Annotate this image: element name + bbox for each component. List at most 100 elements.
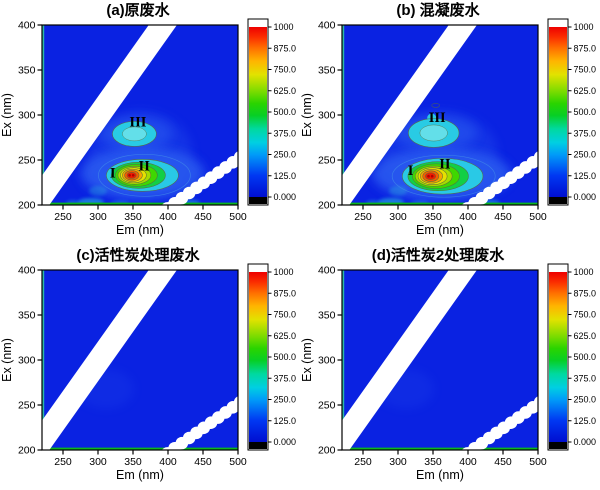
peak-iii-inner [419, 124, 448, 142]
rayleigh-band-first-order [42, 270, 177, 450]
x-axis-tick-label: 450 [494, 211, 512, 223]
panel-d: 250 300 350 400 450 500 200 250 300 350 400 Em (nm)… [300, 245, 600, 490]
panel-title: (c)活性炭处理废水 [76, 246, 200, 264]
bottom-edge-strip [42, 447, 238, 450]
colorbar-gradient-bar [249, 272, 267, 442]
colorbar: 1000 875.0 750.0 625.0 500.0 375.0 250.0 125.0 0… [547, 18, 597, 206]
colorbar-tick-label: 375.0 [274, 373, 297, 383]
main-peak-core-dot [131, 174, 135, 177]
colorbar: 1000 875.0 750.0 625.0 500.0 375.0 250.0 125.0 0… [547, 263, 597, 451]
x-axis-tick-label: 250 [354, 211, 372, 223]
x-axis-tick-label: 500 [229, 456, 247, 468]
y-axis-tick-label: 200 [18, 445, 36, 457]
y-axis-tick-label: 200 [18, 200, 36, 212]
y-axis-tick-label: 300 [18, 110, 36, 122]
x-axis-tick-label: 450 [194, 456, 212, 468]
x-axis-tick-label: 300 [89, 211, 107, 223]
rayleigh-band-first-order [42, 25, 177, 205]
colorbar-tick-label: 125.0 [574, 171, 597, 181]
panel-b: 250 300 350 400 450 500 200 250 300 350 400 Em (nm)… [300, 0, 600, 245]
rayleigh-band-second-order [161, 396, 238, 450]
colorbar-tick-label: 875.0 [574, 288, 597, 298]
region-label-II: II [439, 157, 451, 173]
colorbar-tick-label: 625.0 [274, 86, 297, 96]
region-label-I: I [408, 163, 414, 179]
peak-iii-minor-contour [431, 103, 440, 108]
colorbar-tick-label: 875.0 [274, 43, 297, 53]
region-label-II: II [139, 158, 151, 174]
y-axis-title: Ex (nm) [300, 338, 314, 382]
colorbar-tick-label: 625.0 [574, 86, 597, 96]
plot-area-b [342, 25, 538, 205]
y-axis-tick-label: 250 [18, 400, 36, 412]
colorbar-tick-label: 125.0 [274, 416, 297, 426]
rayleigh-band-second-order [461, 151, 538, 205]
x-axis-tick-label: 350 [124, 211, 142, 223]
region-label-I: I [110, 166, 116, 182]
colorbar-tick-label: 625.0 [274, 331, 297, 341]
y-axis-tick-label: 400 [318, 265, 336, 277]
x-axis-title: Em (nm) [116, 223, 164, 237]
colorbar-under-segment [249, 197, 267, 204]
y-axis-tick-label: 350 [18, 65, 36, 77]
bottom-smudge [89, 186, 107, 196]
colorbar-tick-label: 250.0 [574, 150, 597, 160]
x-axis-tick-label: 250 [354, 456, 372, 468]
x-axis-tick-label: 400 [159, 211, 177, 223]
main-peak-core-dot [128, 174, 131, 177]
x-axis-tick-label: 500 [229, 211, 247, 223]
x-axis-title: Em (nm) [416, 468, 464, 482]
x-axis-tick-label: 450 [494, 456, 512, 468]
y-axis-tick-label: 400 [18, 265, 36, 277]
colorbar-tick-label: 500.0 [274, 352, 297, 362]
panel-c: 250 300 350 400 450 500 200 250 300 350 400 Em (nm)… [0, 245, 300, 490]
y-axis-tick-label: 250 [318, 155, 336, 167]
y-axis-tick-label: 250 [318, 400, 336, 412]
left-edge-strip [42, 270, 45, 450]
colorbar-tick-label: 0.000 [574, 437, 597, 447]
y-axis-title: Ex (nm) [0, 338, 14, 382]
x-axis-tick-label: 350 [424, 456, 442, 468]
rayleigh-band-second-order [161, 151, 238, 205]
rayleigh-band-first-order [342, 270, 477, 450]
colorbar-tick-label: 500.0 [574, 107, 597, 117]
left-edge-strip [342, 270, 345, 450]
y-axis-tick-label: 300 [318, 110, 336, 122]
colorbar-tick-label: 0.000 [574, 192, 597, 202]
colorbar-tick-label: 1000 [274, 22, 294, 32]
colorbar-tick-label: 125.0 [574, 416, 597, 426]
x-axis-tick-label: 400 [459, 211, 477, 223]
main-peak-ring-7 [425, 172, 436, 180]
colorbar-under-segment [249, 442, 267, 449]
x-axis-tick-label: 400 [459, 456, 477, 468]
plot-area-a [42, 25, 238, 205]
x-axis-tick-label: 450 [194, 211, 212, 223]
x-axis-tick-label: 400 [159, 456, 177, 468]
colorbar-tick-label: 1000 [574, 267, 594, 277]
rayleigh-band-first-order [342, 25, 477, 205]
colorbar-tick-label: 750.0 [274, 310, 297, 320]
colorbar-tick-label: 0.000 [274, 437, 297, 447]
x-axis-tick-label: 350 [124, 456, 142, 468]
colorbar-tick-label: 1000 [274, 267, 294, 277]
bottom-smudge [389, 186, 407, 196]
y-axis-title: Ex (nm) [0, 93, 14, 137]
plot-area-c [42, 270, 238, 450]
y-axis-tick-label: 200 [318, 200, 336, 212]
left-edge-strip [42, 25, 45, 205]
colorbar-tick-label: 500.0 [574, 352, 597, 362]
y-axis-tick-label: 350 [18, 310, 36, 322]
x-axis-tick-label: 300 [389, 211, 407, 223]
panel-a: 250 300 350 400 450 500 200 250 300 350 400 Em (nm)… [0, 0, 300, 245]
colorbar-tick-label: 375.0 [574, 128, 597, 138]
colorbar-tick-label: 750.0 [574, 310, 597, 320]
colorbar-tick-label: 750.0 [274, 65, 297, 75]
main-peak-core-dot [430, 174, 434, 178]
x-axis-tick-label: 250 [54, 211, 72, 223]
bottom-edge-strip [42, 202, 238, 205]
y-axis-tick-label: 350 [318, 310, 336, 322]
y-axis-tick-label: 350 [318, 65, 336, 77]
x-axis-tick-label: 300 [389, 456, 407, 468]
